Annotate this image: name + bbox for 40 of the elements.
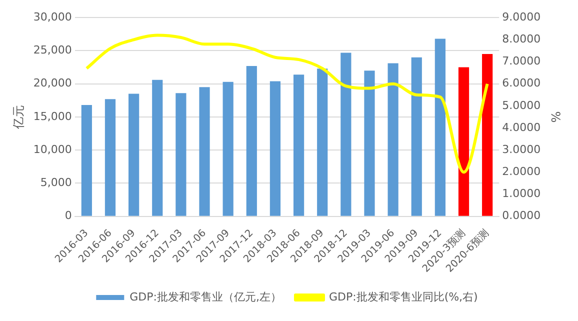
y2-tick-label: 2.0000 [502,165,541,178]
line-series [85,34,489,174]
y-tick-label: 0 [64,209,72,222]
bar [364,70,375,216]
y-tick-label: 30,000 [33,10,72,24]
y-tick-label: 15,000 [33,110,72,123]
bar [128,94,140,216]
bar [482,54,493,216]
y2-tick-label: 5.0000 [502,98,541,112]
y-tick-label: 20,000 [33,76,72,90]
bar [434,38,446,216]
bar [293,74,304,216]
y2-tick-label: 0.0000 [502,209,541,222]
y2-axis-title: % [548,111,563,123]
y2-tick-label: 9.0000 [502,10,541,24]
y2-tick-label: 1.0000 [502,187,541,200]
bar [340,52,352,216]
bar [176,93,186,216]
y2-tick-label: 6.0000 [502,76,541,90]
bar [388,63,398,216]
y-axis-title: 亿元 [11,104,26,130]
bar [104,99,116,216]
y-tick-label: 5,000 [40,176,72,190]
bar [222,82,234,216]
y2-tick-label: 8.0000 [502,32,541,46]
y-tick-label: 10,000 [33,142,72,156]
bar [411,57,422,216]
y2-tick-label: 7.0000 [502,54,541,68]
y2-tick-label: 3.0000 [502,142,541,156]
bar [317,68,328,216]
bar [152,80,163,216]
bar [458,67,470,216]
bar [246,66,257,216]
bar [81,105,92,216]
legend-label: GDP:批发和零售业同比(%,右) [328,290,478,304]
bar [199,87,210,216]
y2-tick-label: 4.0000 [502,120,541,134]
y-tick-label: 25,000 [33,44,72,57]
legend-label: GDP:批发和零售业（亿元,左） [130,290,282,304]
bar [270,81,281,216]
